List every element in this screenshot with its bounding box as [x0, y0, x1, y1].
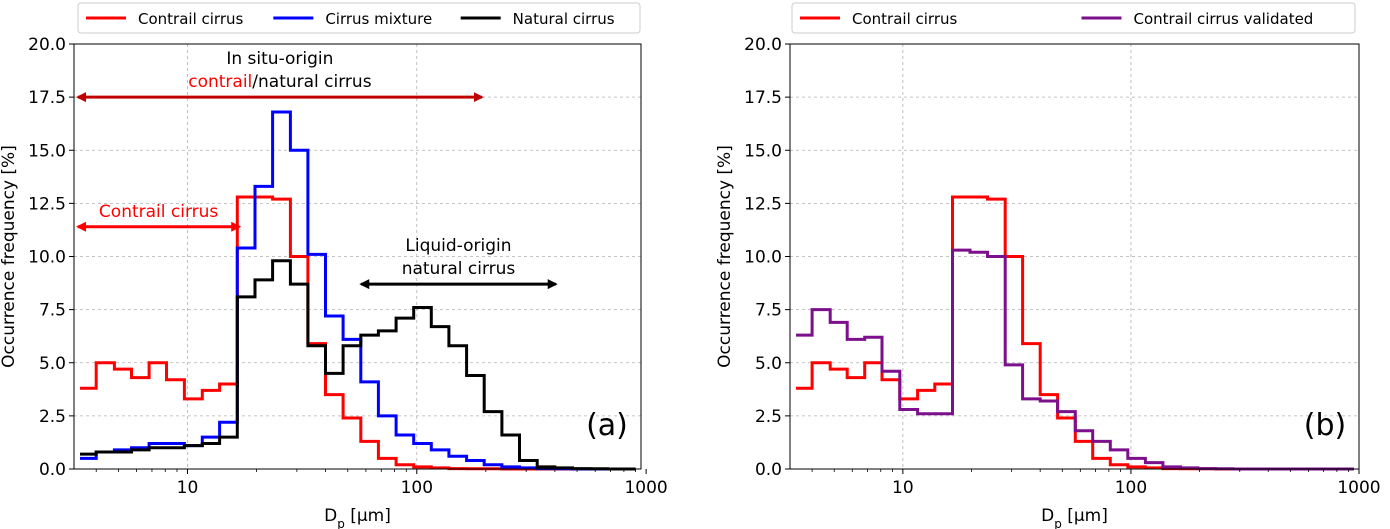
panel-a-legend-box: [77, 2, 641, 34]
panel-a-y-tick-label: 5.0: [39, 354, 66, 374]
panel-a-legend-label-contrail-cirrus: Contrail cirrus: [138, 10, 243, 28]
panel-b-y-tick-label: 0.0: [755, 460, 782, 480]
panel-a-annotation-1-line-1: In situ-origin: [226, 49, 333, 69]
panel-a-annotation-3-line-1: Liquid-origin: [405, 236, 511, 256]
panel-b-x-tick-label: 1000: [1337, 478, 1380, 498]
panel-a-y-tick-label: 0.0: [39, 460, 66, 480]
panel-a-x-axis-label-sub: p: [337, 517, 345, 529]
panel-b-y-tick-label: 10.0: [744, 248, 782, 268]
panel-a-x-tick-label: 1000: [624, 478, 667, 498]
panel-b-y-tick-label: 2.5: [755, 407, 782, 427]
panel-a-x-tick-label: 10: [177, 478, 199, 498]
panel-b-series: [796, 195, 1354, 471]
panel-a-x-axis-label: Dp [µm]: [324, 506, 391, 529]
panel-a-label: (a): [586, 408, 628, 443]
panel-a-x-axis-label-main: D: [324, 506, 337, 526]
panel-b-x-axis-label-main: D: [1041, 506, 1054, 526]
panel-b-legend-box: [791, 2, 1356, 34]
panel-b-y-tick-label: 15.0: [744, 141, 782, 161]
panel-b-x-axis-label-sub: p: [1054, 517, 1062, 529]
panel-a-x-axis-label-unit: [µm]: [345, 506, 391, 526]
panel-a-ticks: 0.0 2.5 5.0 7.5 10.0 12.5 15.0 17.5 20.0 10 100 100…: [28, 35, 668, 498]
panel-a-y-tick-label: 20.0: [28, 35, 66, 55]
panel-a-y-axis-label: Occurrence frequency [%]: [0, 145, 19, 368]
panel-a-y-tick-label: 17.5: [28, 88, 66, 108]
panel-b-y-tick-label: 7.5: [755, 301, 782, 321]
panel-b-legend: Contrail cirrus Contrail cirrus validated: [791, 2, 1356, 34]
panel-b-legend-label-contrail-cirrus-validated: Contrail cirrus validated: [1134, 10, 1314, 28]
panel-a: 0.0 2.5 5.0 7.5 10.0 12.5 15.0 17.5 20.0 10 100 100…: [0, 2, 668, 529]
panel-a-y-tick-label: 2.5: [39, 407, 66, 427]
panel-a-series-natural-cirrus: [80, 259, 636, 471]
panel-a-grid: [74, 43, 641, 470]
panel-a-annotation-1-line-2: contrail/natural cirrus: [188, 72, 371, 92]
panel-b-x-axis-label-unit: [µm]: [1062, 506, 1108, 526]
panel-b-x-axis-label: Dp [µm]: [1041, 506, 1108, 529]
panel-a-series-cirrus-mixture: [80, 110, 636, 471]
panel-b-y-axis-label: Occurrence frequency [%]: [715, 145, 735, 368]
panel-a-y-tick-label: 7.5: [39, 301, 66, 321]
panel-b-legend-label-contrail-cirrus: Contrail cirrus: [852, 10, 957, 28]
panel-a-series: [80, 110, 636, 471]
panel-a-y-tick-label: 10.0: [28, 248, 66, 268]
panel-b-y-tick-label: 12.5: [744, 194, 782, 214]
panel-a-legend-label-natural-cirrus: Natural cirrus: [513, 10, 615, 28]
panel-a-legend-label-cirrus-mixture: Cirrus mixture: [325, 10, 432, 28]
panel-a-y-tick-label: 12.5: [28, 194, 66, 214]
panel-a-legend: Contrail cirrus Cirrus mixture Natural cir…: [77, 2, 641, 34]
panel-a-annotation-2-line-1: Contrail cirrus: [99, 202, 218, 222]
panel-b-grid: [790, 43, 1360, 470]
panel-a-annotations: In situ-origin contrail/natural cirrus Con…: [76, 49, 558, 290]
panel-b: 0.0 2.5 5.0 7.5 10.0 12.5 15.0 17.5 20.0 10 100 100…: [715, 2, 1381, 529]
panel-a-annotation-3-line-2: natural cirrus: [402, 259, 516, 279]
panel-a-x-tick-label: 100: [401, 478, 433, 498]
panel-b-y-tick-label: 5.0: [755, 354, 782, 374]
panel-b-label: (b): [1304, 408, 1346, 443]
panel-b-ticks: 0.0 2.5 5.0 7.5 10.0 12.5 15.0 17.5 20.0 10 100 100…: [744, 35, 1380, 498]
panel-b-y-tick-label: 17.5: [744, 88, 782, 108]
panel-a-y-tick-label: 15.0: [28, 141, 66, 161]
panel-b-y-tick-label: 20.0: [744, 35, 782, 55]
panel-a-series-contrail-cirrus: [80, 195, 636, 471]
panel-b-x-tick-label: 10: [892, 478, 914, 498]
panel-b-x-tick-label: 100: [1115, 478, 1147, 498]
